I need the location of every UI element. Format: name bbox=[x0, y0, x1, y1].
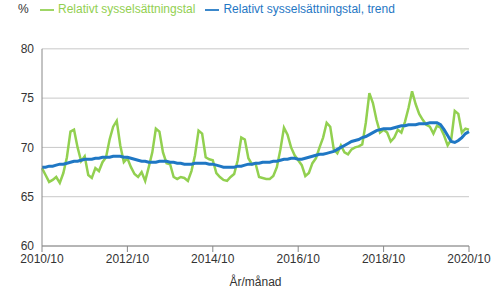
svg-text:60: 60 bbox=[21, 239, 35, 253]
svg-text:År/månad: År/månad bbox=[229, 274, 281, 289]
html-text:Relativt sysselsättningstal, t: Relativt sysselsättningstal, trend bbox=[223, 2, 395, 16]
svg-text:80: 80 bbox=[21, 42, 35, 56]
svg-text:2016/10: 2016/10 bbox=[277, 252, 321, 266]
html-text:Relativt sysselsättningstal: Relativt sysselsättningstal bbox=[58, 2, 196, 16]
svg-text:75: 75 bbox=[21, 91, 35, 105]
svg-text:2012/10: 2012/10 bbox=[106, 252, 150, 266]
svg-text:65: 65 bbox=[21, 190, 35, 204]
svg-text:2010/10: 2010/10 bbox=[20, 252, 64, 266]
svg-text:2018/10: 2018/10 bbox=[362, 252, 406, 266]
svg-text:2014/10: 2014/10 bbox=[191, 252, 235, 266]
svg-text:70: 70 bbox=[21, 141, 35, 155]
svg-text:2020/10: 2020/10 bbox=[447, 252, 483, 266]
